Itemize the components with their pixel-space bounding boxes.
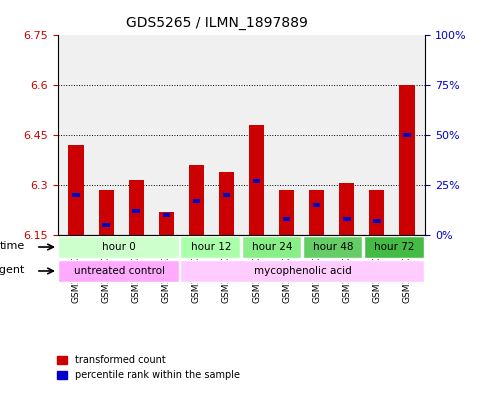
Bar: [193, 199, 200, 203]
Bar: [128, 180, 144, 235]
FancyBboxPatch shape: [58, 236, 179, 258]
Text: hour 0: hour 0: [102, 242, 136, 252]
Bar: [313, 203, 321, 207]
Bar: [69, 145, 84, 235]
Bar: [309, 190, 324, 235]
Bar: [72, 193, 80, 197]
Bar: [403, 133, 411, 137]
Bar: [249, 125, 264, 235]
Bar: [99, 190, 114, 235]
Bar: [369, 190, 384, 235]
Text: hour 48: hour 48: [313, 242, 354, 252]
Text: GDS5265 / ILMN_1897889: GDS5265 / ILMN_1897889: [127, 16, 308, 30]
Bar: [343, 217, 351, 221]
Bar: [162, 213, 170, 217]
Bar: [253, 179, 260, 183]
Bar: [219, 172, 234, 235]
Bar: [279, 190, 294, 235]
Text: time: time: [0, 241, 25, 251]
Text: hour 24: hour 24: [252, 242, 292, 252]
Bar: [339, 184, 355, 235]
FancyBboxPatch shape: [242, 236, 301, 258]
Text: agent: agent: [0, 265, 25, 275]
Bar: [373, 219, 381, 223]
Bar: [102, 223, 110, 227]
Legend: transformed count, percentile rank within the sample: transformed count, percentile rank withi…: [53, 352, 243, 384]
Bar: [399, 85, 414, 235]
FancyBboxPatch shape: [303, 236, 362, 258]
Text: hour 12: hour 12: [191, 242, 231, 252]
Bar: [189, 165, 204, 235]
FancyBboxPatch shape: [364, 236, 424, 258]
Bar: [132, 209, 140, 213]
FancyBboxPatch shape: [58, 260, 179, 282]
Text: mycophenolic acid: mycophenolic acid: [254, 266, 352, 276]
Text: untreated control: untreated control: [73, 266, 165, 276]
Bar: [223, 193, 230, 197]
FancyBboxPatch shape: [180, 260, 424, 282]
Text: hour 72: hour 72: [374, 242, 415, 252]
Bar: [283, 217, 290, 221]
FancyBboxPatch shape: [180, 236, 240, 258]
Bar: [159, 212, 174, 235]
